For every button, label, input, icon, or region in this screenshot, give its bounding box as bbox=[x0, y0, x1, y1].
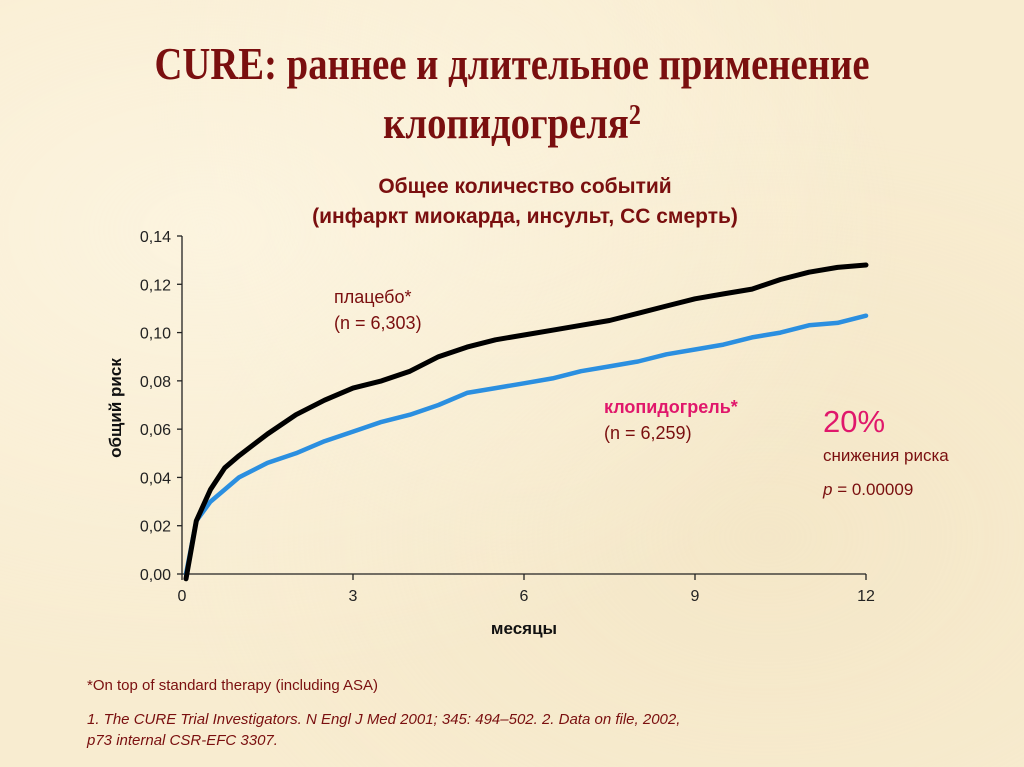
reference-line-2: p73 internal CSR-EFC 3307. bbox=[87, 732, 278, 749]
placebo-n: (n = 6,303) bbox=[334, 313, 422, 333]
risk-reduction-text: снижения риска bbox=[823, 446, 949, 465]
title-line-2-text: клопидогреля bbox=[383, 98, 629, 148]
reference-line-1: 1. The CURE Trial Investigators. N Engl … bbox=[87, 711, 681, 728]
placebo-legend-label: плацебо* (n = 6,303) bbox=[334, 284, 422, 336]
placebo-name: плацебо* bbox=[334, 287, 412, 307]
footnote: *On top of standard therapy (including A… bbox=[87, 677, 379, 694]
title-line-2: клопидогреля2 bbox=[72, 90, 953, 149]
chart-title-line-1: Общее количество событий bbox=[378, 175, 672, 198]
y-tick-label: 0,14 bbox=[140, 229, 171, 246]
x-tick-label: 9 bbox=[691, 588, 700, 605]
y-tick-label: 0,04 bbox=[140, 470, 171, 487]
x-axis-title: месяцы bbox=[491, 619, 557, 638]
y-tick-label: 0,00 bbox=[140, 567, 171, 584]
p-symbol: p bbox=[823, 480, 833, 499]
y-tick-label: 0,08 bbox=[140, 374, 171, 391]
y-tick-label: 0,06 bbox=[140, 422, 171, 439]
x-tick-label: 3 bbox=[349, 588, 358, 605]
chart-title-line-2: (инфаркт миокарда, инсульт, СС смерть) bbox=[312, 205, 738, 228]
clopidogrel-n: (n = 6,259) bbox=[604, 423, 692, 443]
y-tick-label: 0,12 bbox=[140, 277, 171, 294]
risk-reduction-percent: 20% bbox=[823, 404, 886, 439]
y-axis-title: общий риск bbox=[106, 358, 125, 458]
chart-title: Общее количество событий (инфаркт миокар… bbox=[0, 172, 1024, 232]
x-tick-label: 0 bbox=[178, 588, 187, 605]
references: 1. The CURE Trial Investigators. N Engl … bbox=[87, 709, 807, 751]
chart-axes: 0,00 0,02 0,04 0,06 0,08 0,10 0,12 0,14 0 3 6 9 12 ме… bbox=[106, 229, 875, 638]
clopidogrel-legend-label: клопидогрель* (n = 6,259) bbox=[604, 394, 738, 446]
y-tick-label: 0,10 bbox=[140, 326, 171, 343]
clopidogrel-line bbox=[183, 313, 869, 577]
title-superscript: 2 bbox=[628, 100, 641, 131]
x-tick-label: 6 bbox=[520, 588, 529, 605]
title-line-1: CURE: раннее и длительное применение bbox=[154, 39, 870, 89]
risk-reduction-annotation: 20% снижения риска p = 0.00009 bbox=[823, 404, 949, 500]
p-value: p = 0.00009 bbox=[823, 480, 949, 500]
clopidogrel-name: клопидогрель* bbox=[604, 397, 738, 417]
placebo-line bbox=[183, 262, 869, 582]
slide-title: CURE: раннее и длительное применение кло… bbox=[72, 38, 953, 149]
x-tick-label: 12 bbox=[857, 588, 875, 605]
chart-series bbox=[183, 262, 869, 582]
p-value-number: = 0.00009 bbox=[832, 480, 914, 499]
y-tick-label: 0,02 bbox=[140, 519, 171, 536]
